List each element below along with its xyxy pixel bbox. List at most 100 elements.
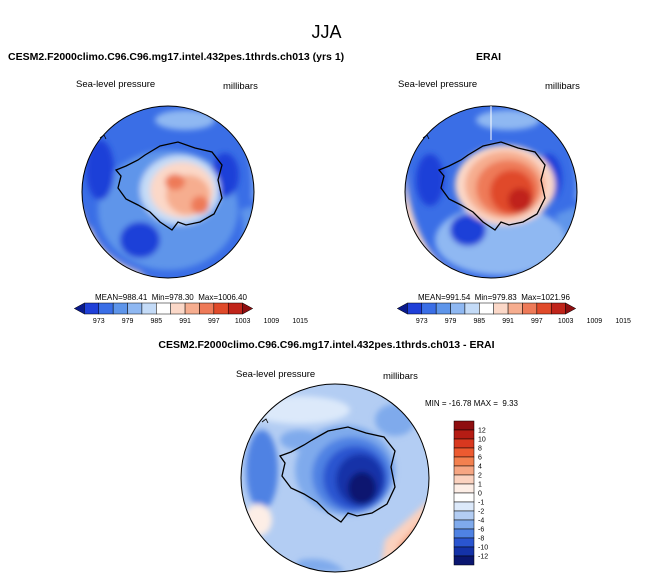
panel2-mean-label: MEAN= bbox=[418, 293, 446, 302]
panel3-stats: MIN = -16.78 MAX = 9.33 bbox=[425, 399, 518, 408]
panel2-colorbar-swatch bbox=[565, 302, 577, 315]
panel2-max-value: 1021.96 bbox=[541, 293, 570, 302]
panel3-colorbar-tick-label: 6 bbox=[478, 455, 482, 462]
panel2-colorbar-swatch bbox=[507, 302, 523, 315]
panel3-colorbar-tick-label: 2 bbox=[478, 473, 482, 480]
panel3-colorbar-tick-label: 8 bbox=[478, 446, 482, 453]
panel3-max-label: MAX = bbox=[473, 399, 498, 408]
panel2-antarctica-coastline bbox=[437, 141, 546, 231]
panel3-colorbar-swatch bbox=[453, 465, 475, 476]
panel2-colorbar-tick-label: 1003 bbox=[558, 318, 574, 325]
panel3-colorbar-tick-label: -8 bbox=[478, 536, 484, 543]
panel2-title: ERAI bbox=[476, 51, 502, 63]
panel3-colorbar-tick-label: 12 bbox=[478, 428, 486, 435]
panel1-min-label: Min= bbox=[151, 293, 170, 302]
panel1-max-label: Max= bbox=[198, 293, 218, 302]
panel1-mean-value: 988.41 bbox=[122, 293, 148, 302]
panel2-colorbar-swatch bbox=[421, 302, 437, 315]
panel3-colorbar-tick-label: 10 bbox=[478, 437, 486, 444]
panel1-colorbar-swatch bbox=[156, 302, 171, 315]
panel3-colorbar-swatch bbox=[453, 438, 475, 449]
panel3-colorbar-swatch bbox=[453, 447, 475, 458]
panel3-colorbar-swatch bbox=[453, 420, 475, 431]
panel3-units-label: millibars bbox=[383, 371, 418, 382]
panel2-max-label: Max= bbox=[521, 293, 541, 302]
panel2-colorbar-swatch bbox=[522, 302, 538, 315]
panel1-colorbar-tick-label: 1015 bbox=[292, 318, 308, 325]
panel2-min-value: 979.83 bbox=[492, 293, 517, 302]
panel3-title: CESM2.F2000climo.C96.C96.mg17.intel.432p… bbox=[158, 339, 495, 351]
panel3-colorbar-tick-label: 0 bbox=[478, 491, 482, 498]
panel2-colorbar-tick-label: 997 bbox=[531, 318, 543, 325]
panel3-colorbar-swatch bbox=[453, 537, 475, 548]
panel2-colorbar-swatch bbox=[435, 302, 451, 315]
panel2-colorbar-swatch bbox=[479, 302, 494, 315]
panel3-colorbar-swatch bbox=[453, 510, 475, 521]
panel1-colorbar-tick-label: 979 bbox=[122, 318, 134, 325]
panel3-field-label: Sea-level pressure bbox=[236, 369, 316, 380]
panel2-colorbar-swatch bbox=[550, 302, 566, 315]
panel3-max-value: 9.33 bbox=[502, 399, 518, 408]
panel1-max-value: 1006.40 bbox=[218, 293, 247, 302]
panel2-colorbar-tick-label: 985 bbox=[473, 318, 485, 325]
panel1-colorbar-swatch bbox=[242, 302, 254, 315]
panel3-colorbar-swatch bbox=[453, 492, 475, 503]
panel1-colorbar-tick-label: 1003 bbox=[235, 318, 251, 325]
panel2-colorbar-tick-label: 991 bbox=[502, 318, 514, 325]
panel3-antarctica-coastline bbox=[278, 426, 396, 523]
panel3-colorbar-swatch bbox=[453, 555, 475, 566]
panel1-colorbar-swatch bbox=[127, 302, 143, 315]
panel2-colorbar-swatch bbox=[450, 302, 466, 315]
panel2-colorbar-swatch bbox=[464, 302, 480, 315]
panel2-colorbar-swatch bbox=[407, 302, 423, 315]
panel2-colorbar-tick-label: 979 bbox=[445, 318, 457, 325]
panel1-colorbar-tick-label: 997 bbox=[208, 318, 220, 325]
panel1-colorbar-swatch bbox=[227, 302, 243, 315]
panel1-field-label: Sea-level pressure bbox=[76, 79, 156, 90]
panel2-min-label: Min= bbox=[474, 293, 493, 302]
panel2-field-label: Sea-level pressure bbox=[398, 79, 478, 90]
panel1-colorbar-swatch bbox=[84, 302, 100, 315]
panel2-units-label: millibars bbox=[545, 81, 580, 92]
panel3-colorbar-tick-label: -12 bbox=[478, 554, 488, 561]
panel3-colorbar-tick-label: 1 bbox=[478, 482, 482, 489]
panel2-colorbar-tick-label: 973 bbox=[416, 318, 428, 325]
panel3-colorbar-swatch bbox=[453, 483, 475, 494]
panel1-stats: MEAN=988.41 Min=978.30 Max=1006.40 bbox=[95, 293, 247, 302]
panel3-colorbar-tick-label: -1 bbox=[478, 500, 484, 507]
panel3-colorbar-tick-label: -4 bbox=[478, 518, 484, 525]
panel1-antarctica-coastline bbox=[114, 141, 223, 231]
panel2-mean-value: 991.54 bbox=[445, 293, 471, 302]
panel3-colorbar-swatch bbox=[453, 474, 475, 485]
panel2-colorbar-tick-label: 1015 bbox=[615, 318, 631, 325]
panel1-colorbar-swatch bbox=[213, 302, 229, 315]
panel2-colorbar-swatch bbox=[396, 302, 408, 315]
panel2-stats: MEAN=991.54 Min=979.83 Max=1021.96 bbox=[418, 293, 570, 302]
panel1-colorbar-tick-label: 973 bbox=[93, 318, 105, 325]
panel1-colorbar-swatch bbox=[141, 302, 157, 315]
figure-title: JJA bbox=[311, 22, 342, 42]
panel2-colorbar-swatch bbox=[493, 302, 509, 315]
panel3-colorbar-swatch bbox=[453, 429, 475, 440]
panel1-colorbar-swatch bbox=[170, 302, 186, 315]
panel1-title: CESM2.F2000climo.C96.C96.mg17.intel.432p… bbox=[8, 51, 345, 63]
panel1-colorbar: 973 979 985 991 997 1003 1009 1015 bbox=[73, 302, 308, 325]
panel1-colorbar-tick-label: 985 bbox=[150, 318, 162, 325]
panel3-colorbar-swatch bbox=[453, 519, 475, 530]
panel1-colorbar-swatch bbox=[73, 302, 85, 315]
panel2-colorbar: 973 979 985 991 997 1003 1009 1015 bbox=[396, 302, 631, 325]
panel1-mean-label: MEAN= bbox=[95, 293, 123, 302]
panel3-min-value: -16.78 bbox=[448, 399, 472, 408]
panel3-colorbar-swatch bbox=[453, 501, 475, 512]
panel3-colorbar-tick-label: -6 bbox=[478, 527, 484, 534]
panel1-colorbar-swatch bbox=[112, 302, 128, 315]
panel1-colorbar-swatch bbox=[184, 302, 200, 315]
panel1-colorbar-tick-label: 991 bbox=[179, 318, 191, 325]
panel3-colorbar-swatch bbox=[453, 546, 475, 557]
panel3-colorbar-tick-label: -10 bbox=[478, 545, 488, 552]
panel2-colorbar-swatch bbox=[536, 302, 552, 315]
panel1-map bbox=[82, 106, 254, 278]
panel1-colorbar-tick-label: 1009 bbox=[264, 318, 280, 325]
